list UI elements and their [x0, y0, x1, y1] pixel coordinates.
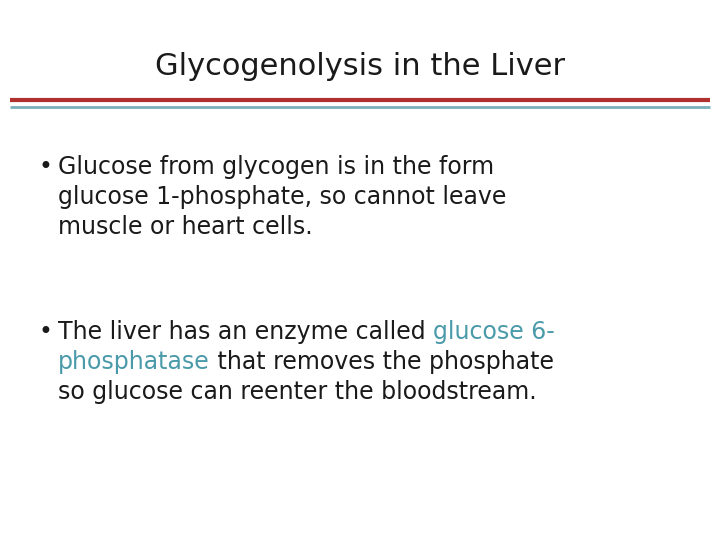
Text: glucose 6-: glucose 6- — [433, 320, 555, 344]
Text: Glycogenolysis in the Liver: Glycogenolysis in the Liver — [155, 52, 565, 81]
Text: muscle or heart cells.: muscle or heart cells. — [58, 215, 312, 239]
Text: •: • — [38, 155, 52, 179]
Text: so glucose can reenter the bloodstream.: so glucose can reenter the bloodstream. — [58, 380, 536, 404]
Text: phosphatase: phosphatase — [58, 350, 210, 374]
Text: The liver has an enzyme called: The liver has an enzyme called — [58, 320, 433, 344]
Text: glucose 1-phosphate, so cannot leave: glucose 1-phosphate, so cannot leave — [58, 185, 506, 209]
Text: •: • — [38, 320, 52, 344]
Text: Glucose from glycogen is in the form: Glucose from glycogen is in the form — [58, 155, 494, 179]
Text: that removes the phosphate: that removes the phosphate — [210, 350, 554, 374]
